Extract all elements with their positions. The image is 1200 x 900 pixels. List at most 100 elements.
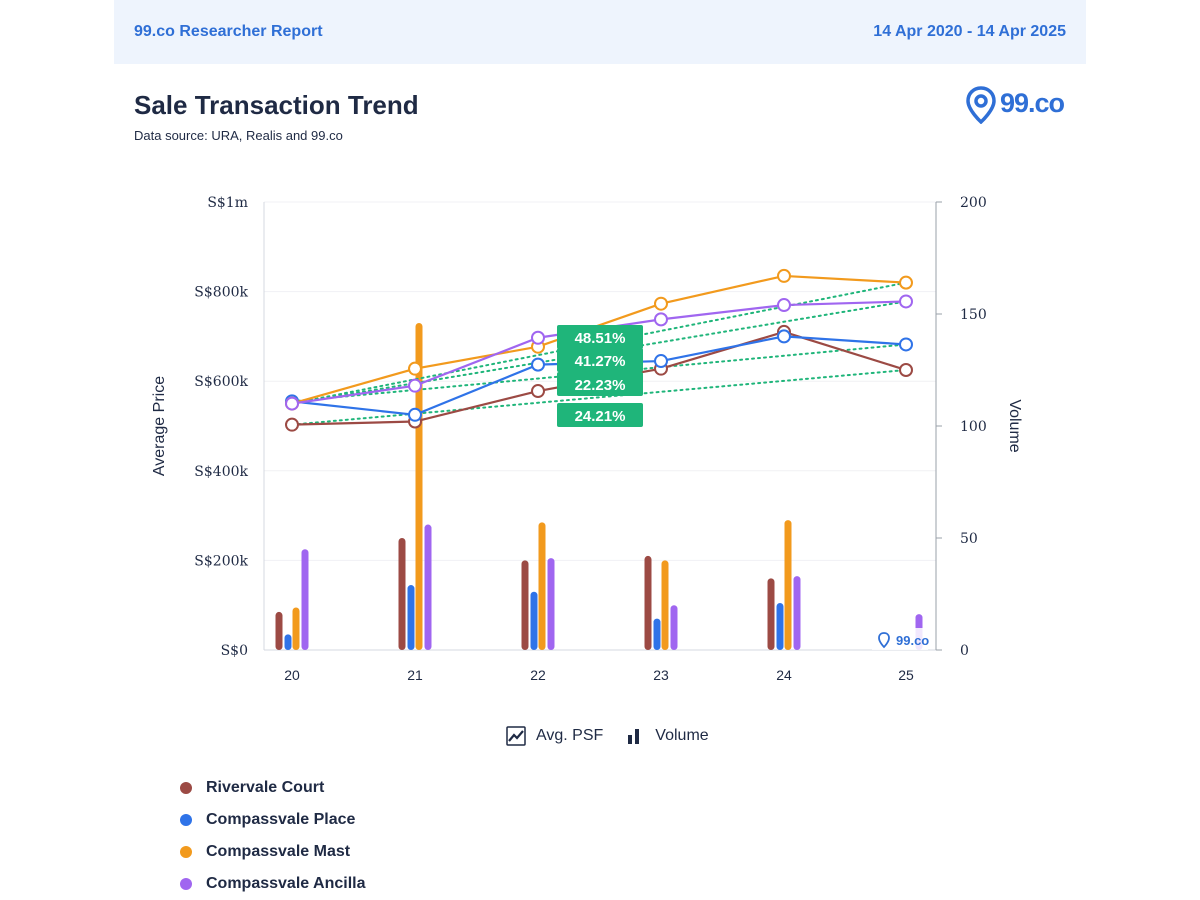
- legend-item-compassvale-ancilla[interactable]: Compassvale Ancilla: [180, 868, 365, 900]
- chart-toggle-legend: Avg. PSF Volume: [506, 724, 731, 748]
- watermark-pin-icon: [878, 632, 890, 649]
- price-point: [408, 361, 422, 376]
- y-left-tick-label: S$200k: [194, 553, 248, 569]
- price-point: [285, 396, 299, 411]
- x-tick-label: 24: [776, 667, 792, 683]
- trend-label: 22.23%: [557, 372, 643, 396]
- location-pin-icon: [966, 86, 996, 125]
- y-right-tick-label: 50: [960, 531, 978, 547]
- y-right-tick-label: 100: [960, 419, 987, 435]
- volume-bar: [521, 560, 529, 650]
- legend-dot: [180, 814, 192, 826]
- chart-title: Sale Transaction Trend: [134, 90, 419, 120]
- volume-bar: [653, 618, 661, 650]
- price-point: [654, 296, 668, 311]
- volume-bar: [301, 549, 309, 650]
- x-tick-label: 21: [407, 667, 423, 683]
- y-right-tick-label: 150: [960, 307, 987, 323]
- price-point: [285, 417, 299, 432]
- price-point: [408, 407, 422, 422]
- volume-bar: [292, 607, 300, 650]
- legend-label: Compassvale Mast: [206, 843, 351, 860]
- trend-label-box: [557, 348, 643, 372]
- trend-label-text: 41.27%: [575, 353, 626, 370]
- volume-bar: [767, 578, 775, 650]
- report-date-range: 14 Apr 2020 - 14 Apr 2025: [873, 23, 1066, 40]
- legend-dot: [180, 878, 192, 890]
- price-point: [777, 268, 791, 283]
- brand-logo: 99.co: [966, 86, 1065, 126]
- volume-bar: [284, 634, 292, 650]
- y-left-tick-label: S$600k: [194, 374, 248, 390]
- chart-watermark: 99.co: [872, 628, 929, 650]
- y-left-tick-label: S$400k: [194, 464, 248, 480]
- y-left-tick-label: S$1m: [207, 195, 248, 211]
- price-point: [654, 312, 668, 327]
- report-header-title: 99.co Researcher Report: [134, 23, 323, 40]
- price-point: [531, 357, 545, 372]
- y-left-axis-title: Average Price: [151, 376, 168, 476]
- trend-label-text: 22.23%: [575, 377, 626, 394]
- legend-label: Compassvale Ancilla: [206, 875, 366, 892]
- trend-line: [291, 369, 907, 426]
- volume-bar: [538, 522, 546, 650]
- x-tick-label: 22: [530, 667, 546, 683]
- trend-label-box: [557, 403, 643, 427]
- price-point: [777, 329, 791, 344]
- price-point: [531, 330, 545, 345]
- volume-bar: [415, 322, 423, 650]
- x-tick-label: 25: [898, 667, 914, 683]
- trend-label: 24.21%: [557, 403, 643, 427]
- volume-bar: [407, 585, 415, 650]
- volume-bar: [661, 560, 669, 650]
- legend-label: Compassvale Place: [206, 811, 356, 828]
- toggle-avg-psf-label: Avg. PSF: [536, 727, 604, 744]
- toggle-avg-psf[interactable]: Avg. PSF: [506, 726, 603, 746]
- price-point: [899, 294, 913, 309]
- trend-label-text: 24.21%: [575, 408, 626, 425]
- watermark-text: 99.co: [896, 633, 929, 648]
- volume-bar: [424, 524, 432, 650]
- y-left-tick-label: S$0: [221, 643, 248, 659]
- price-point: [777, 298, 791, 313]
- toggle-volume-label: Volume: [655, 727, 709, 744]
- volume-bar: [784, 520, 792, 650]
- legend-dot: [180, 846, 192, 858]
- volume-bar: [275, 611, 283, 650]
- y-right-tick-label: 200: [960, 195, 987, 211]
- price-point: [408, 378, 422, 393]
- trend-label-text: 48.51%: [575, 330, 626, 347]
- toggle-volume[interactable]: Volume: [625, 726, 709, 746]
- volume-bar: [398, 538, 406, 650]
- price-point: [654, 354, 668, 369]
- y-left-tick-label: S$800k: [194, 285, 248, 301]
- report-header: 99.co Researcher Report 14 Apr 2020 - 14…: [114, 0, 1086, 64]
- bar-chart-icon: [625, 726, 645, 746]
- x-tick-label: 20: [284, 667, 300, 683]
- trend-label-box: [557, 325, 643, 349]
- y-right-axis-title: Volume: [1006, 399, 1023, 452]
- trend-label: 41.27%: [557, 348, 643, 372]
- volume-bar: [776, 602, 784, 650]
- legend-label: Rivervale Court: [206, 779, 325, 796]
- volume-bar: [530, 591, 538, 650]
- price-point: [531, 384, 545, 399]
- legend-dot: [180, 782, 192, 794]
- x-tick-label: 23: [653, 667, 669, 683]
- trend-label-box: [557, 372, 643, 396]
- y-right-tick-label: 0: [960, 643, 969, 659]
- line-chart-icon: [506, 726, 526, 746]
- volume-bar: [644, 555, 652, 650]
- brand-logo-text: 99.co: [1000, 88, 1065, 118]
- volume-bar: [670, 605, 678, 650]
- trend-label: 48.51%: [557, 325, 643, 349]
- volume-bar: [793, 576, 801, 650]
- series-legend: Rivervale Court Compassvale Place Compas…: [180, 772, 365, 900]
- chart-subtitle: Data source: URA, Realis and 99.co: [134, 128, 343, 143]
- volume-bar: [547, 558, 555, 650]
- legend-item-compassvale-place[interactable]: Compassvale Place: [180, 804, 365, 836]
- legend-item-compassvale-mast[interactable]: Compassvale Mast: [180, 836, 365, 868]
- legend-item-rivervale-court[interactable]: Rivervale Court: [180, 772, 365, 804]
- price-point: [899, 363, 913, 377]
